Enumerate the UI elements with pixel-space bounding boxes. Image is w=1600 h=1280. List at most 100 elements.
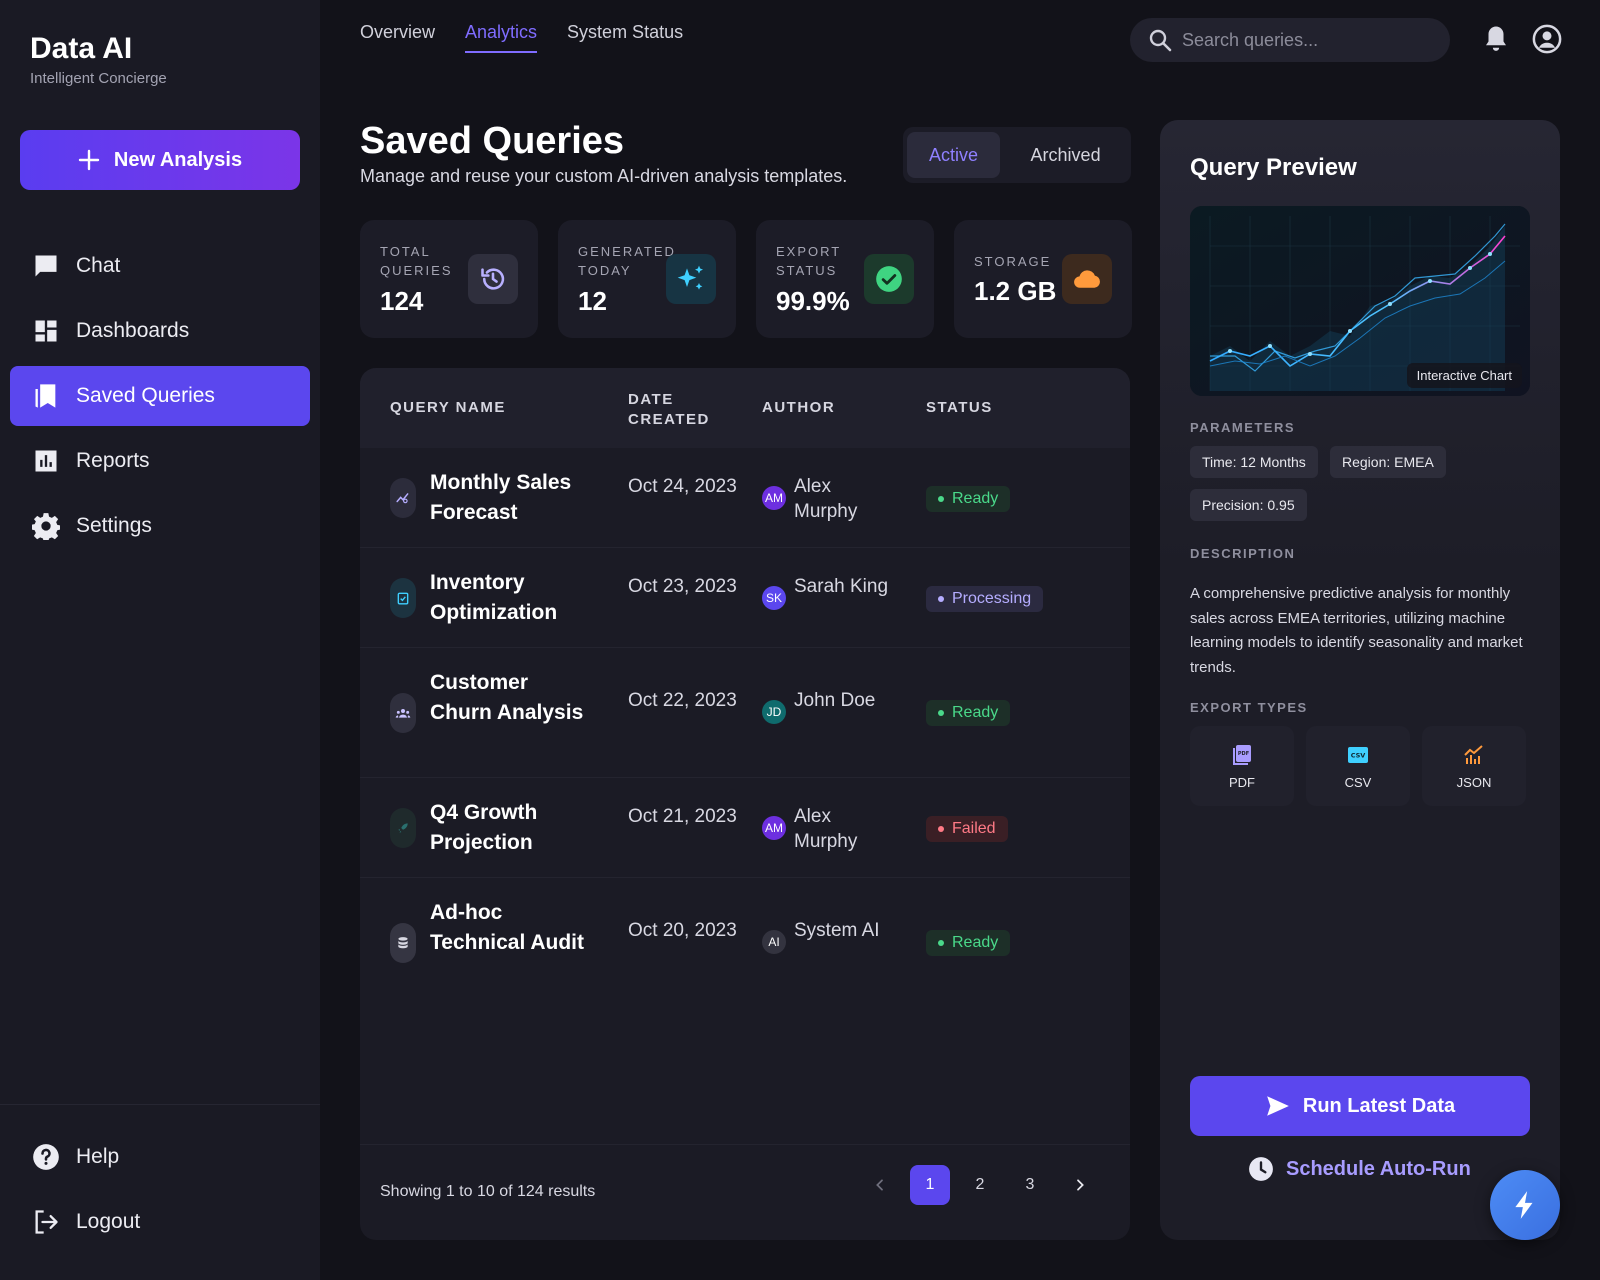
sidebar-nav: Chat Dashboards Saved Queries Reports Se… (10, 236, 310, 561)
sidebar-item-saved-queries[interactable]: Saved Queries (10, 366, 310, 426)
chevron-left-icon (876, 1179, 883, 1191)
tab-system-status[interactable]: System Status (567, 22, 684, 42)
sidebar-item-help[interactable]: Help (10, 1127, 310, 1187)
query-date: Oct 20, 2023 (628, 920, 737, 941)
account-icon[interactable] (1532, 24, 1562, 54)
query-name[interactable]: Customer Churn Analysis (430, 671, 584, 724)
col-date-created[interactable]: DATE CREATED (628, 391, 710, 428)
description-text: A comprehensive predictive analysis for … (1190, 585, 1523, 676)
toggle-active[interactable]: Active (907, 132, 1001, 178)
status-badge: Ready (926, 930, 1011, 956)
stat-export-status: EXPORT STATUS 99.9% (756, 220, 934, 338)
quick-action-button[interactable] (1490, 1170, 1560, 1240)
author-name: System AI (794, 920, 880, 941)
chevron-right-icon (1077, 1179, 1084, 1191)
group-icon (390, 693, 416, 733)
brand-subtitle: Intelligent Concierge (30, 70, 167, 87)
status-text: Ready (952, 704, 999, 721)
sidebar-item-label: Logout (76, 1210, 141, 1233)
col-query-name[interactable]: QUERY NAME (390, 399, 506, 416)
query-date: Oct 21, 2023 (628, 806, 737, 827)
next-page-button[interactable] (1060, 1165, 1100, 1205)
export-label: CSV (1344, 774, 1372, 790)
sidebar-item-dashboards[interactable]: Dashboards (10, 301, 310, 361)
preview-title: Query Preview (1190, 154, 1357, 181)
table-row[interactable]: Inventory Optimization Oct 23, 2023 SK S… (360, 548, 1130, 648)
page-button-1[interactable]: 1 (910, 1165, 950, 1205)
query-name[interactable]: Monthly Sales Forecast (430, 471, 572, 524)
new-analysis-button[interactable]: New Analysis (20, 130, 300, 190)
results-summary: Showing 1 to 10 of 124 results (380, 1183, 596, 1200)
export-json-button[interactable]: JSON (1422, 726, 1526, 806)
csv-icon: CSV (1348, 746, 1368, 763)
stat-label: STORAGE (974, 254, 1052, 269)
check-circle-icon (864, 254, 914, 304)
query-date: Oct 22, 2023 (628, 690, 737, 711)
export-pdf-button[interactable]: PDF PDF (1190, 726, 1294, 806)
toggle-archived[interactable]: Archived (1030, 144, 1101, 165)
sidebar-item-label: Saved Queries (76, 384, 215, 407)
sparkle-icon (666, 254, 716, 304)
table-row[interactable]: Ad-hoc Technical Audit Oct 20, 2023 AI S… (360, 878, 1130, 1008)
svg-text:PDF: PDF (1238, 751, 1249, 757)
dashboard-icon (35, 320, 57, 342)
sidebar-item-settings[interactable]: Settings (10, 496, 310, 556)
stat-value: 124 (380, 286, 424, 316)
sidebar-item-label: Reports (76, 449, 150, 472)
table-row[interactable]: Monthly Sales Forecast Oct 24, 2023 AM A… (360, 448, 1130, 548)
avatar: AI (762, 930, 786, 954)
query-name[interactable]: Q4 Growth Projection (430, 801, 538, 854)
table-header: QUERY NAME DATE CREATED AUTHOR STATUS (360, 368, 1130, 448)
sidebar-item-reports[interactable]: Reports (10, 431, 310, 491)
brand-title: Data AI (30, 32, 133, 65)
bookmark-icon (35, 384, 56, 408)
status-badge: Processing (926, 586, 1044, 612)
trend-search-icon (390, 478, 416, 518)
preview-chart[interactable]: Interactive Chart (1190, 206, 1530, 396)
table-row[interactable]: Customer Churn Analysis Oct 22, 2023 JD … (360, 648, 1130, 778)
query-date: Oct 23, 2023 (628, 576, 737, 597)
query-name[interactable]: Inventory Optimization (430, 571, 558, 624)
query-date: Oct 24, 2023 (628, 476, 737, 497)
sidebar-item-chat[interactable]: Chat (10, 236, 310, 296)
search-input[interactable] (1182, 29, 1442, 51)
parameter-chip: Precision: 0.95 (1190, 489, 1307, 521)
author-name: Sarah King (794, 576, 889, 597)
plus-icon (78, 149, 100, 171)
table-row[interactable]: Q4 Growth Projection Oct 21, 2023 AM Ale… (360, 778, 1130, 878)
page-button-3[interactable]: 3 (1025, 1176, 1035, 1193)
tab-overview[interactable]: Overview (360, 22, 436, 42)
sidebar-item-label: Help (76, 1145, 120, 1168)
clipboard-check-icon (390, 578, 416, 618)
query-name[interactable]: Ad-hoc Technical Audit (430, 901, 585, 954)
author-name: John Doe (794, 690, 876, 711)
prev-page-button[interactable] (860, 1165, 900, 1205)
parameter-chip: Time: 12 Months (1190, 446, 1318, 478)
col-status[interactable]: STATUS (926, 399, 993, 416)
schedule-label: Schedule Auto-Run (1286, 1157, 1471, 1180)
page-button-2[interactable]: 2 (975, 1176, 985, 1193)
status-dot (938, 596, 944, 602)
sidebar: Data AI Intelligent Concierge New Analys… (0, 0, 320, 1280)
export-types-label: EXPORT TYPES (1190, 700, 1308, 715)
run-latest-data-button[interactable]: Run Latest Data (1190, 1076, 1530, 1136)
stat-value: 1.2 GB (974, 276, 1057, 306)
tab-analytics[interactable]: Analytics (465, 22, 538, 53)
col-author[interactable]: AUTHOR (762, 399, 836, 416)
status-badge: Ready (926, 700, 1011, 726)
export-csv-button[interactable]: CSV CSV (1306, 726, 1410, 806)
lightning-icon (1515, 1191, 1533, 1219)
status-dot (938, 496, 944, 502)
author-name: Alex Murphy (794, 476, 858, 522)
bar-chart-icon (35, 450, 57, 472)
bell-icon[interactable] (1481, 24, 1511, 54)
schedule-auto-run-link[interactable]: Schedule Auto-Run (1248, 1156, 1471, 1182)
description-label: DESCRIPTION (1190, 546, 1296, 561)
sidebar-item-logout[interactable]: Logout (10, 1192, 310, 1252)
pagination: 1 2 3 (860, 1165, 1100, 1205)
sidebar-item-label: Dashboards (76, 319, 190, 342)
search-bar (1130, 18, 1450, 62)
stat-storage: STORAGE 1.2 GB (954, 220, 1132, 338)
page-subtitle: Manage and reuse your custom AI-driven a… (360, 166, 848, 186)
status-dot (938, 710, 944, 716)
